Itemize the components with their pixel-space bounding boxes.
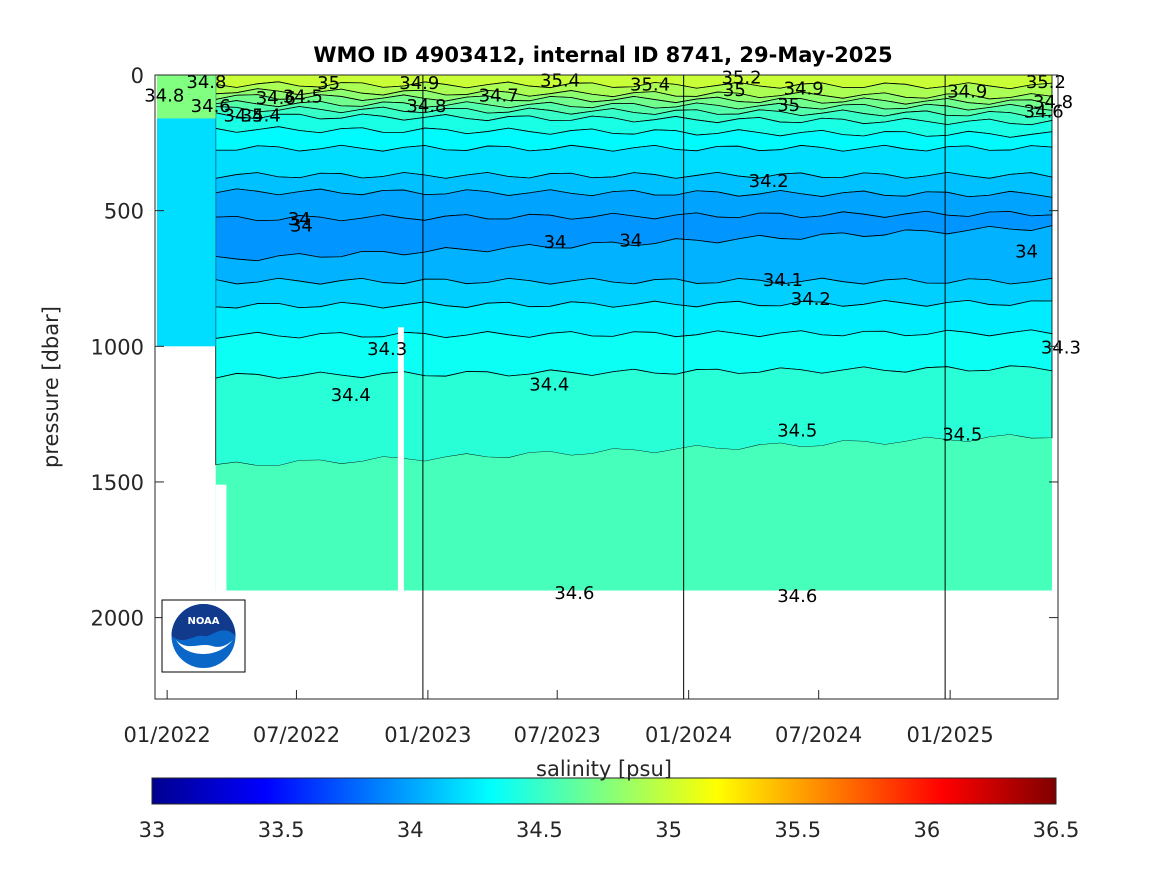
chart-title: WMO ID 4903412, internal ID 8741, 29-May… bbox=[313, 43, 892, 67]
contour-label: 34 bbox=[619, 230, 642, 251]
x-axis-ticks: 01/2022 07/2022 01/2023 07/2023 01/2024 07/20… bbox=[124, 690, 994, 747]
y-axis-label: pressure [dbar] bbox=[39, 306, 63, 468]
contour-label: 34.1 bbox=[763, 270, 803, 291]
colorbar-tick-label: 35 bbox=[655, 818, 682, 842]
y-tick-label: 500 bbox=[104, 200, 144, 224]
contour-label: 35.4 bbox=[540, 70, 580, 91]
contour-label: 34.4 bbox=[331, 385, 371, 406]
contour-label: 34 bbox=[290, 216, 313, 237]
contour-label: 34.4 bbox=[241, 106, 281, 127]
x-tick-label: 07/2022 bbox=[253, 723, 340, 747]
contour-label: 34.6 bbox=[256, 88, 296, 109]
y-tick-label: 2000 bbox=[91, 607, 144, 631]
x-tick-label: 01/2022 bbox=[124, 723, 211, 747]
salinity-band bbox=[215, 434, 1053, 591]
contour-label: 34 bbox=[288, 209, 311, 230]
contour-labels: 34.834.834.634.534.434.634.535 34.934.834… bbox=[144, 68, 1081, 607]
contour-label: 34.5 bbox=[942, 424, 982, 445]
y-tick-label: 1000 bbox=[91, 335, 144, 359]
contour-label: 34.6 bbox=[554, 583, 594, 604]
contour-label: 34.2 bbox=[791, 289, 831, 310]
salinity-band bbox=[215, 365, 1053, 467]
contour-label: 35 bbox=[317, 73, 340, 94]
colorbar-tick-label: 36.5 bbox=[1033, 818, 1080, 842]
contour-label: 34.9 bbox=[399, 73, 439, 94]
early-profile-surface bbox=[157, 75, 216, 119]
contour-label: 35.4 bbox=[630, 74, 670, 95]
colorbar-tick-label: 36 bbox=[913, 818, 940, 842]
contour-label: 34.8 bbox=[406, 96, 446, 117]
contour-label: 34.8 bbox=[1033, 92, 1073, 113]
contour-label: 34.6 bbox=[777, 586, 817, 607]
contour-label: 34.5 bbox=[224, 106, 264, 127]
x-tick-label: 01/2025 bbox=[907, 723, 994, 747]
contour-label: 34.6 bbox=[1024, 102, 1064, 123]
contour-label: 34.6 bbox=[191, 96, 231, 117]
contour-label: 34.8 bbox=[144, 85, 184, 106]
contour-label: 35.2 bbox=[1026, 72, 1066, 93]
contour-label: 35 bbox=[723, 80, 746, 101]
plot-axes-box bbox=[154, 74, 1059, 700]
contour-label: 34.4 bbox=[529, 374, 569, 395]
contour-label: 34 bbox=[544, 232, 567, 253]
contour-label: 34.7 bbox=[479, 85, 519, 106]
colorbar-ticks: 33 33.5 34 34.5 35 35.5 36 36.5 bbox=[139, 818, 1080, 842]
noaa-logo: NOAA bbox=[161, 599, 246, 673]
colorbar-tick-label: 34.5 bbox=[516, 818, 563, 842]
contour-label: 34.8 bbox=[186, 72, 226, 93]
early-profile-field bbox=[157, 75, 216, 347]
svg-text:NOAA: NOAA bbox=[187, 616, 219, 627]
colorbar-tick-label: 35.5 bbox=[774, 818, 821, 842]
contour-label: 34.3 bbox=[1041, 338, 1081, 359]
float-cycle-lines bbox=[422, 75, 946, 699]
contour-label: 34.9 bbox=[947, 81, 987, 102]
contour-label: 34.5 bbox=[283, 87, 323, 108]
x-tick-label: 07/2023 bbox=[514, 723, 601, 747]
colorbar-label: salinity [psu] bbox=[536, 757, 672, 781]
colorbar bbox=[151, 777, 1057, 805]
x-tick-label: 01/2023 bbox=[384, 723, 471, 747]
contour-label: 34.5 bbox=[777, 420, 817, 441]
contour-label: 35 bbox=[777, 95, 800, 116]
y-axis-ticks: 0 500 1000 1500 2000 bbox=[91, 64, 1058, 631]
contour-label: 34.9 bbox=[784, 79, 824, 100]
contour-label: 34 bbox=[1015, 241, 1038, 262]
contour-label: 34.3 bbox=[367, 339, 407, 360]
missing-profile-gap bbox=[397, 327, 404, 596]
y-tick-label: 1500 bbox=[91, 471, 144, 495]
contour-label: 34.2 bbox=[749, 171, 789, 192]
no-data-region bbox=[215, 484, 227, 699]
contour-label: 35.2 bbox=[721, 68, 761, 89]
y-tick-label: 0 bbox=[131, 64, 144, 88]
salinity-field bbox=[157, 75, 1053, 699]
x-tick-label: 07/2024 bbox=[775, 723, 862, 747]
colorbar-tick-label: 33.5 bbox=[258, 818, 305, 842]
x-tick-label: 01/2024 bbox=[645, 723, 732, 747]
colorbar-tick-label: 33 bbox=[139, 818, 166, 842]
colorbar-tick-label: 34 bbox=[397, 818, 424, 842]
